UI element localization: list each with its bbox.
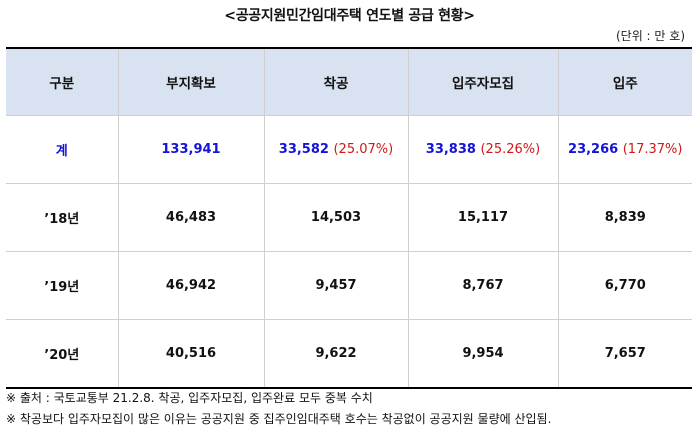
total-move-in-cell: 23,266 (17.37%) [557, 115, 692, 184]
total-start-cell: 33,582 (25.07%) [263, 115, 409, 184]
header-start: 착공 [263, 47, 409, 116]
row-start: 9,622 [263, 319, 409, 389]
total-row: 계 133,941 33,582 (25.07%) 33,838 (25.26%… [6, 115, 692, 184]
row-start: 9,457 [263, 251, 409, 320]
row-move-in: 7,657 [557, 319, 692, 389]
row-year: ’18년 [6, 183, 119, 252]
row-move-in: 8,839 [557, 183, 692, 252]
total-move-in: 23,266 [568, 142, 619, 157]
footnote-source: ※ 출처 : 국토교통부 21.2.8. 착공, 입주자모집, 입주완료 모두 … [6, 391, 373, 405]
unit-label: (단위 : 만 호) [615, 29, 685, 43]
total-label: 계 [6, 115, 119, 184]
row-recruit: 15,117 [407, 183, 559, 252]
footnote-explanation: ※ 착공보다 입주자모집이 많은 이유는 공공지원 중 집주인임대주택 호수는 … [6, 412, 552, 426]
row-site: 40,516 [117, 319, 265, 389]
total-move-in-pct: (17.37%) [622, 142, 683, 157]
row-recruit: 9,954 [407, 319, 559, 389]
row-move-in: 6,770 [557, 251, 692, 320]
row-start: 14,503 [263, 183, 409, 252]
footnotes: ※ 출처 : 국토교통부 21.2.8. 착공, 입주자모집, 입주완료 모두 … [6, 388, 551, 430]
total-start: 33,582 [278, 142, 329, 157]
total-site: 133,941 [117, 115, 265, 184]
header-recruit: 입주자모집 [407, 47, 559, 116]
row-recruit: 8,767 [407, 251, 559, 320]
total-recruit-pct: (25.26%) [480, 142, 541, 157]
total-start-pct: (25.07%) [333, 142, 394, 157]
table-row: ’20년 40,516 9,622 9,954 7,657 [6, 319, 692, 389]
table-row: ’18년 46,483 14,503 15,117 8,839 [6, 183, 692, 252]
total-recruit: 33,838 [425, 142, 476, 157]
total-recruit-cell: 33,838 (25.26%) [407, 115, 559, 184]
table-row: ’19년 46,942 9,457 8,767 6,770 [6, 251, 692, 320]
row-year: ’19년 [6, 251, 119, 320]
row-site: 46,483 [117, 183, 265, 252]
table-header-row: 구분 부지확보 착공 입주자모집 입주 [6, 47, 692, 116]
supply-table: 구분 부지확보 착공 입주자모집 입주 계 133,941 33,582 (25… [6, 47, 692, 389]
page-title: <공공지원민간임대주택 연도별 공급 현황> [224, 8, 475, 24]
header-category: 구분 [6, 47, 119, 116]
row-year: ’20년 [6, 319, 119, 389]
header-site: 부지확보 [117, 47, 265, 116]
row-site: 46,942 [117, 251, 265, 320]
header-move-in: 입주 [557, 47, 692, 116]
